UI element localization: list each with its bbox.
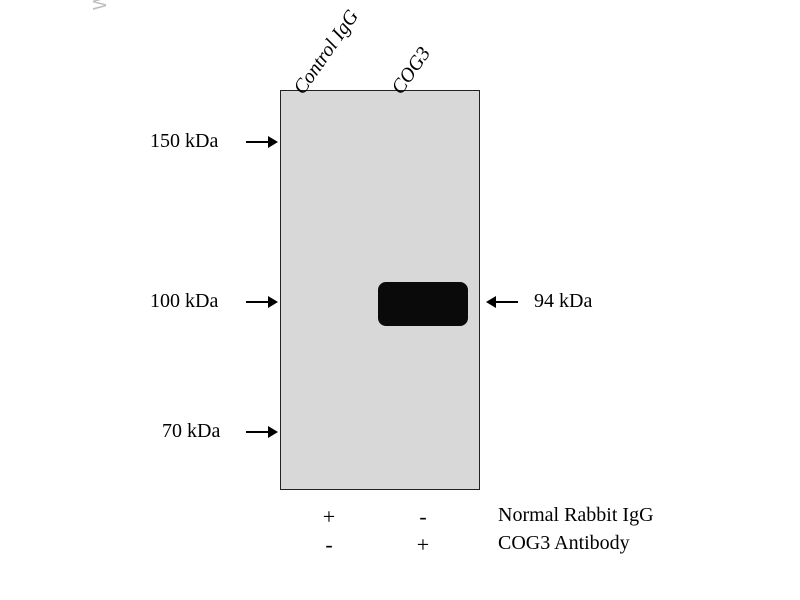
mw-70-arrow xyxy=(246,431,276,433)
cog3-band xyxy=(378,282,468,326)
mw-150: 150 kDa xyxy=(150,130,218,153)
band-size-label: 94 kDa xyxy=(534,290,592,313)
mw-150-arrow xyxy=(246,141,276,143)
western-blot-figure: WWW.PTGLAB.COM Control IgG COG3 150 kDa … xyxy=(90,10,710,590)
cond-r0-l0: + xyxy=(314,504,344,530)
watermark-text: WWW.PTGLAB.COM xyxy=(90,0,111,10)
cond-name-1: COG3 Antibody xyxy=(498,532,630,555)
mw-70: 70 kDa xyxy=(162,420,220,443)
mw-100: 100 kDa xyxy=(150,290,218,313)
band-arrow xyxy=(488,301,518,303)
cond-r1-l0: - xyxy=(314,532,344,558)
mw-100-arrow xyxy=(246,301,276,303)
cond-r0-l1: - xyxy=(408,504,438,530)
cond-name-0: Normal Rabbit IgG xyxy=(498,504,654,527)
lane-label-control: Control IgG xyxy=(289,6,364,99)
cond-r1-l1: + xyxy=(408,532,438,558)
